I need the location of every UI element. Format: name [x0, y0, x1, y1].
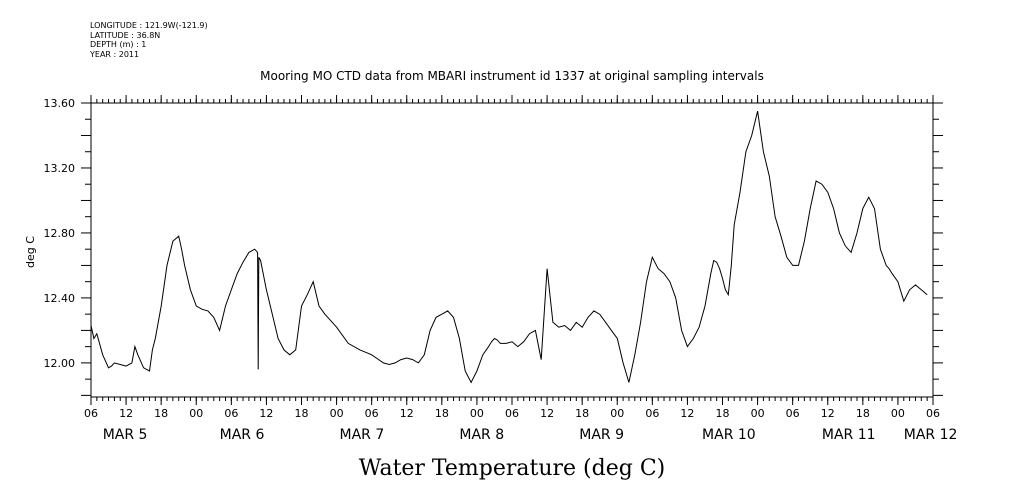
- y-tick-label: 12.40: [44, 292, 76, 305]
- x-tick-label: 00: [610, 407, 624, 420]
- depth-text: DEPTH (m) : 1: [90, 40, 147, 49]
- x-date-label: MAR 9: [579, 427, 624, 443]
- x-tick-label: 12: [259, 407, 273, 420]
- x-tick-label: 12: [821, 407, 835, 420]
- x-tick-label: 12: [400, 407, 414, 420]
- plot-frame: [90, 102, 934, 398]
- year-text: YEAR : 2011: [90, 49, 140, 59]
- x-date-label: MAR 8: [459, 427, 504, 443]
- x-tick-label: 00: [751, 407, 765, 420]
- x-tick-label: 00: [189, 407, 203, 420]
- x-tick-label: 18: [295, 407, 309, 420]
- x-tick-label: 06: [645, 407, 659, 420]
- x-tick-label: 12: [680, 407, 694, 420]
- x-tick-label: 00: [891, 407, 905, 420]
- x-tick-label: 06: [224, 407, 238, 420]
- x-date-label: MAR 6: [220, 427, 265, 443]
- x-date-label: MAR 5: [103, 427, 148, 443]
- x-date-label: MAR 11: [822, 427, 876, 443]
- y-axis-label: deg C: [24, 236, 37, 268]
- latitude-text: LATITUDE : 36.8N: [90, 30, 161, 40]
- chart-title: Mooring MO CTD data from MBARI instrumen…: [260, 69, 764, 83]
- x-tick-label: 06: [84, 407, 98, 420]
- x-date-label: MAR 7: [340, 427, 385, 443]
- x-tick-label: 06: [926, 407, 940, 420]
- series-line: [90, 110, 928, 384]
- longitude-text: LONGITUDE : 121.9W(-121.9): [90, 21, 208, 30]
- x-tick-label: 18: [856, 407, 870, 420]
- metadata-block: LONGITUDE : 121.9W(-121.9) LATITUDE : 36…: [90, 21, 208, 59]
- y-tick-label: 12.00: [44, 357, 76, 370]
- y-tick-label: 13.60: [44, 97, 76, 110]
- x-tick-label: 18: [154, 407, 168, 420]
- x-tick-label: 18: [575, 407, 589, 420]
- x-tick-label: 00: [330, 407, 344, 420]
- x-tick-label: 18: [435, 407, 449, 420]
- x-tick-label: 12: [540, 407, 554, 420]
- x-tick-label: 06: [505, 407, 519, 420]
- x-tick-label: 00: [470, 407, 484, 420]
- x-date-label: MAR 12: [904, 427, 958, 443]
- y-tick-label: 12.80: [44, 227, 76, 240]
- x-tick-label: 12: [119, 407, 133, 420]
- x-axis-title: Water Temperature (deg C): [359, 456, 666, 481]
- x-date-label: MAR 10: [702, 427, 756, 443]
- x-tick-label: 18: [716, 407, 730, 420]
- x-tick-label: 06: [365, 407, 379, 420]
- x-tick-label: 06: [786, 407, 800, 420]
- y-tick-label: 13.20: [44, 162, 76, 175]
